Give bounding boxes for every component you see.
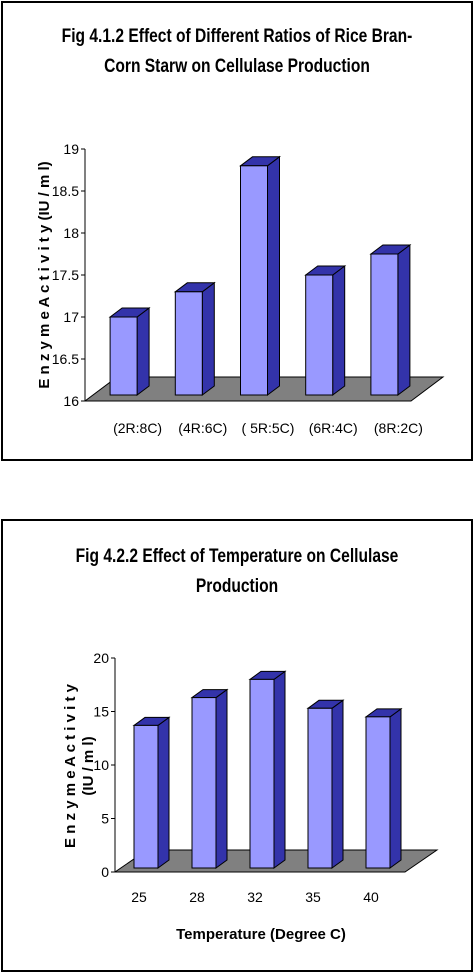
y-axis-title: E n z y m e A c t i v i t y (IU / m l) [36, 161, 53, 388]
bar [133, 724, 159, 869]
bar-side [267, 155, 280, 396]
x-tick-label: 40 [363, 889, 379, 905]
chart-temperature-plot: 0 5 10 15 20 25 28 32 35 40 E n z y m e A c t i v … [62, 650, 439, 943]
x-axis-title: Temperature (Degree C) [176, 926, 346, 943]
chart-temperature-panel: Fig 4.2.2 Effect of Temperature on Cellu… [1, 519, 473, 972]
y-tick-label: 15 [93, 704, 109, 720]
bar [305, 274, 334, 396]
y-tick-label: 17 [63, 309, 79, 325]
bar-side [397, 244, 411, 396]
x-tick-label: 28 [189, 889, 205, 905]
y-tick-label: 18 [63, 225, 79, 241]
x-tick-label: (2R:8C) [113, 420, 162, 436]
bar-side [157, 716, 170, 869]
bar [174, 291, 203, 396]
x-tick-label: (4R:6C) [178, 420, 227, 436]
bar [109, 316, 138, 396]
chart-ratios-panel: Fig 4.1.2 Effect of Different Ratios of … [1, 1, 473, 461]
bar [191, 697, 217, 869]
bar [307, 707, 333, 869]
bar [249, 678, 275, 869]
bar-side [136, 307, 150, 396]
x-tick-label: ( 5R:5C) [242, 420, 295, 436]
bar-side [331, 699, 344, 869]
chart-title-line-1: Fig 4.1.2 Effect of Different Ratios of … [61, 26, 413, 47]
y-tick-label: 16.5 [52, 351, 79, 367]
chart-ratios-plot: 16 16.5 17 17.5 18 18.5 19 (2R:8C) (4R:6C) ( 5R:5… [36, 141, 445, 436]
bar-side [215, 688, 228, 869]
x-tick-label: 32 [247, 889, 263, 905]
x-tick-label: (8R:2C) [374, 420, 423, 436]
chart-title: Fig 4.2.2 Effect of Temperature on Cellu… [45, 542, 429, 602]
y-tick-label: 19 [63, 141, 79, 157]
y-tick-label: 16 [63, 393, 79, 409]
chart-title-line-2: Corn Starw on Cellulase Production [104, 56, 370, 77]
y-tick-label: 17.5 [52, 267, 79, 283]
chart-title-line-2: Production [195, 576, 279, 597]
y-axis-title-line-1: E n z y m e A c t i v i t y [62, 683, 79, 848]
bar [365, 716, 391, 869]
chart-title: Fig 4.1.2 Effect of Different Ratios of … [45, 22, 429, 82]
bar-side [273, 670, 286, 869]
x-tick-label: 25 [131, 889, 147, 905]
bar [370, 253, 399, 396]
bar-side [201, 281, 215, 396]
y-axis-title-line-2: (IU / m l) [80, 736, 97, 795]
bar [240, 165, 268, 396]
y-tick-label: 10 [93, 757, 109, 773]
y-tick-label: 0 [101, 864, 109, 880]
y-tick-label: 18.5 [52, 183, 79, 199]
y-tick-label: 5 [101, 811, 109, 827]
chart-title-line-1: Fig 4.2.2 Effect of Temperature on Cellu… [75, 546, 399, 567]
x-tick-label: (6R:4C) [309, 420, 358, 436]
x-tick-label: 35 [305, 889, 321, 905]
bar-side [389, 707, 402, 869]
y-tick-label: 20 [93, 650, 109, 666]
bar-side [332, 265, 346, 396]
